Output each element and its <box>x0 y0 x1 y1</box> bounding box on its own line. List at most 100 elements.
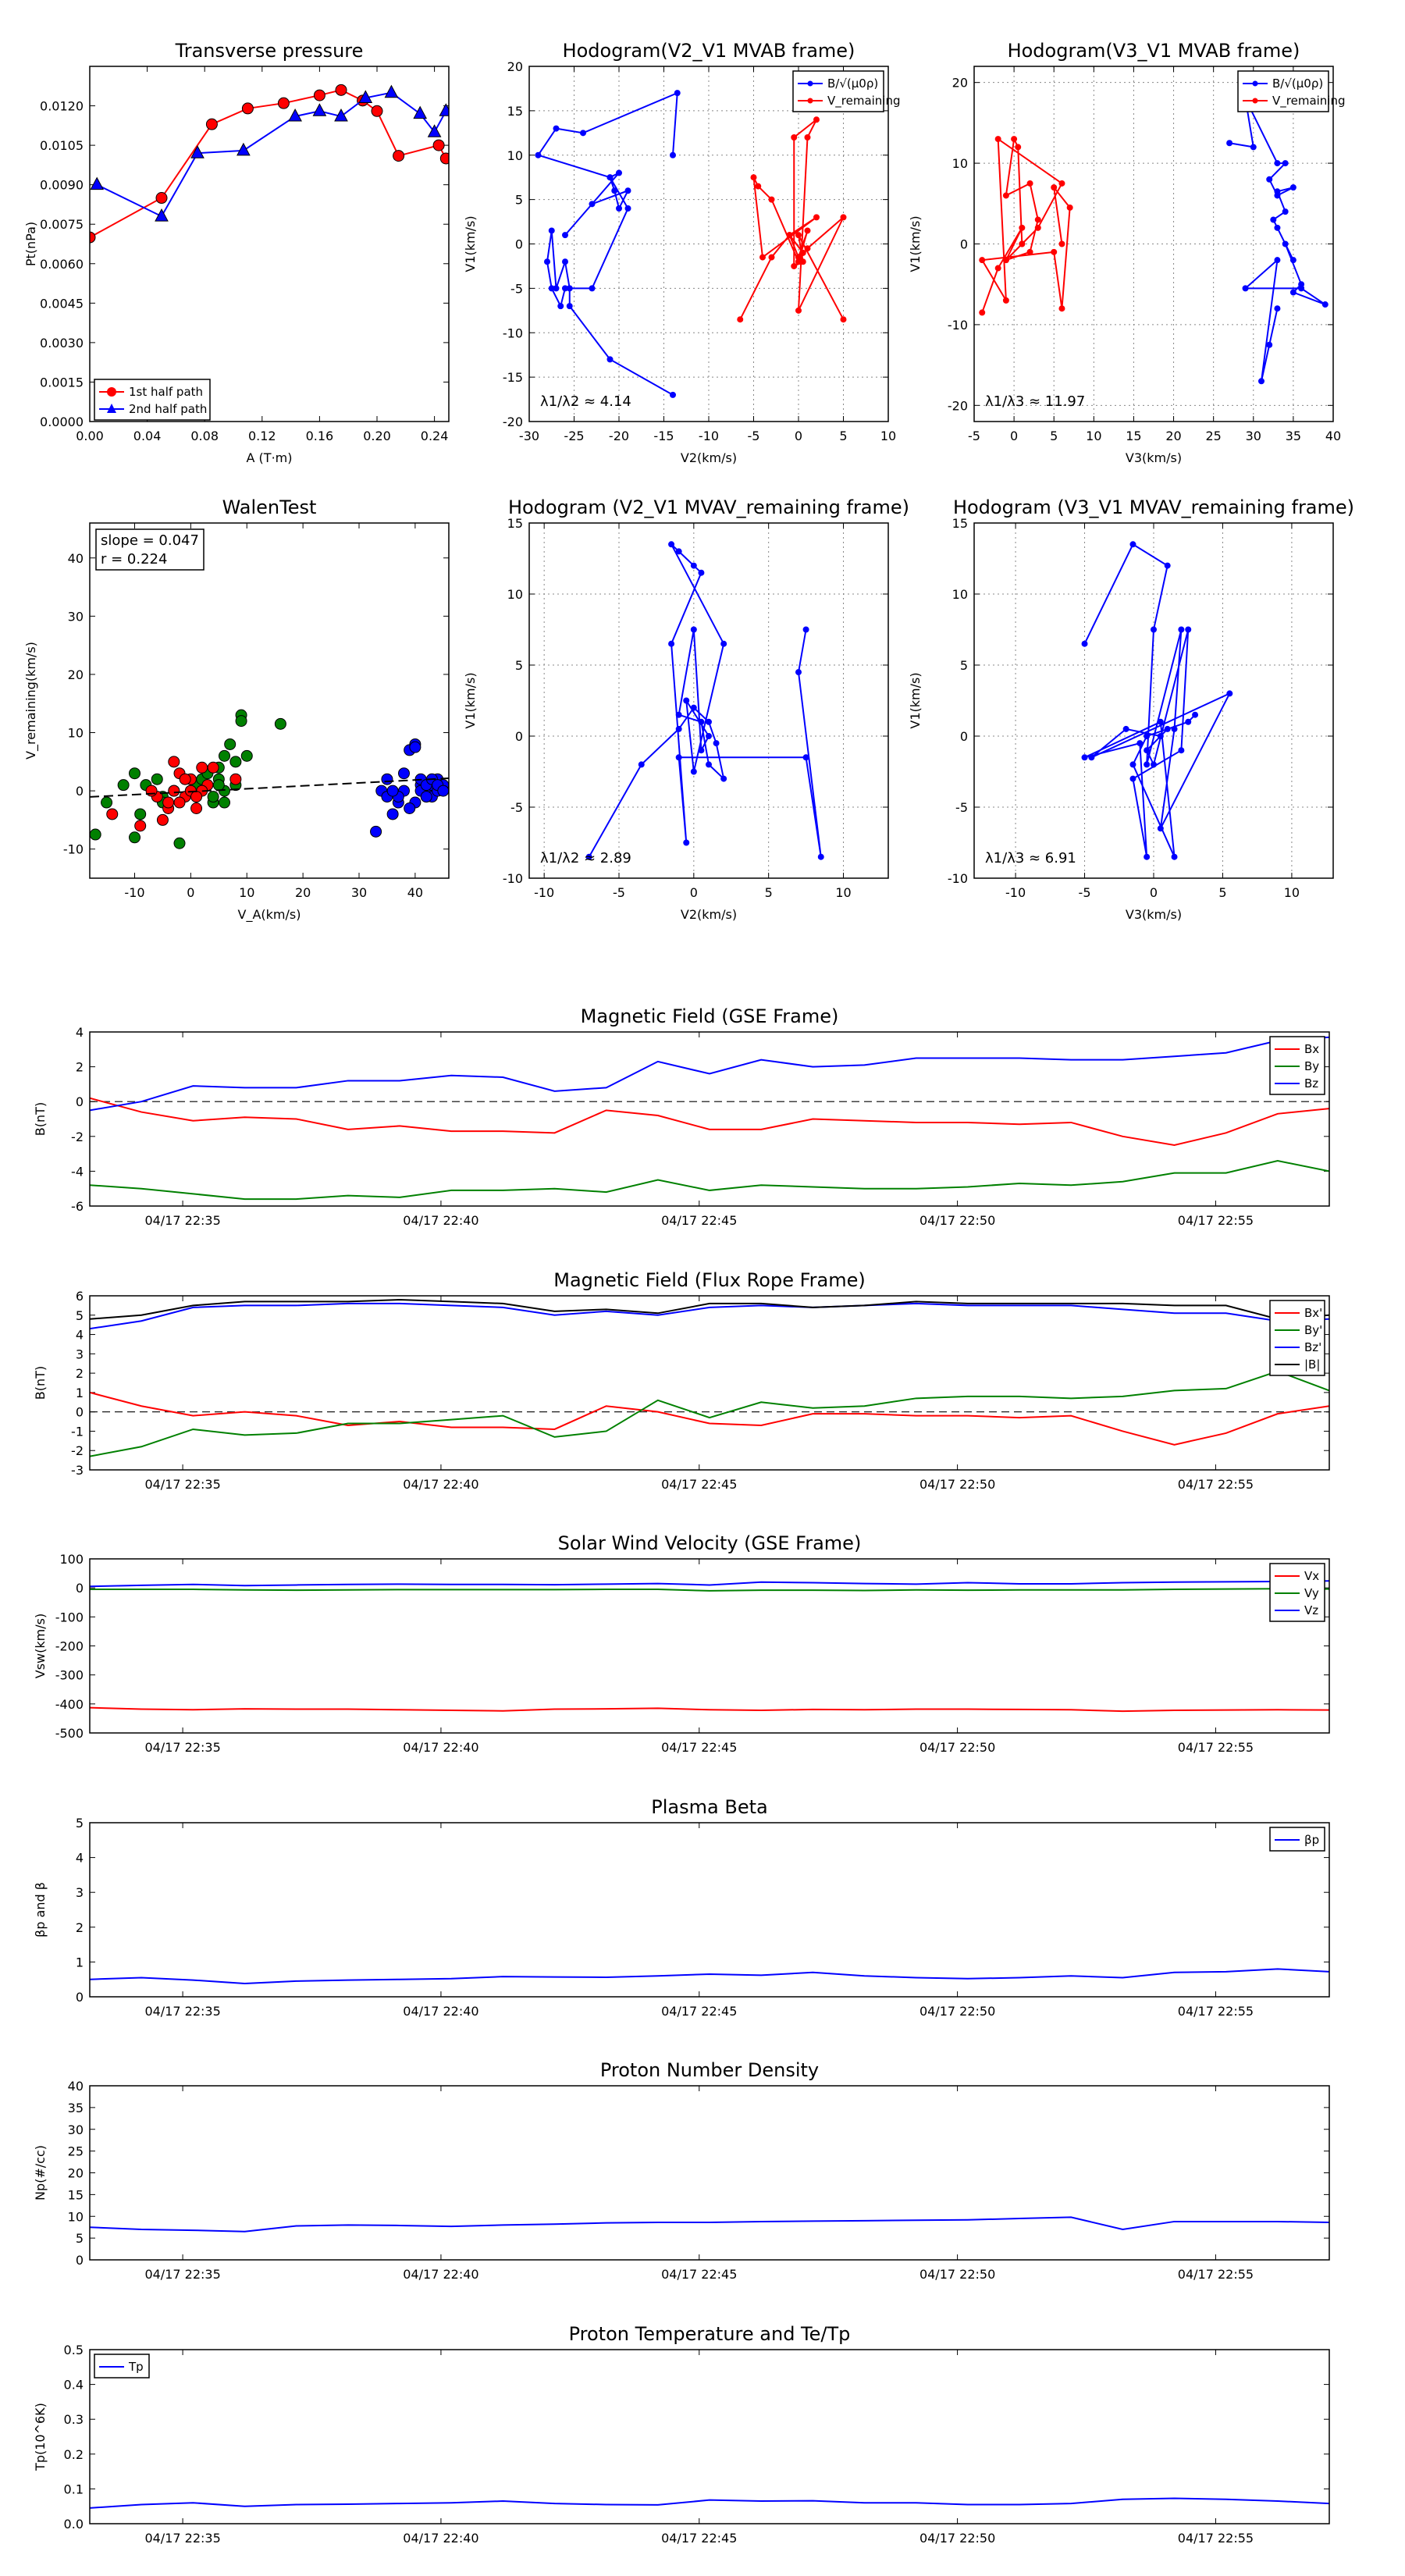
y-tick-label: 1 <box>76 1386 84 1400</box>
legend-label: By <box>1304 1059 1319 1073</box>
x-axis-label: V2(km/s) <box>681 907 737 922</box>
series-line <box>588 543 822 858</box>
legend: βp <box>1269 1827 1325 1852</box>
data-layer <box>535 90 847 398</box>
y-axis-label: V_remaining(km/s) <box>23 642 39 760</box>
y-tick-label: 2 <box>76 1920 84 1935</box>
legend-marker <box>107 387 116 397</box>
y-tick-label: -15 <box>503 370 523 385</box>
legend: 1st half path 2nd half path <box>94 379 211 421</box>
plot-frame <box>528 66 889 422</box>
plot-frame <box>89 522 450 879</box>
data-point <box>616 169 622 176</box>
data-point <box>393 150 405 162</box>
y-tick-label: 0 <box>515 729 523 744</box>
data-point <box>1298 285 1305 292</box>
data-point <box>384 84 399 98</box>
y-tick-label: 0 <box>960 237 968 252</box>
series-V <box>585 541 824 860</box>
data-point <box>1151 626 1157 633</box>
x-tick-label: 40 <box>1325 429 1341 443</box>
y-axis-label: V1(km/s) <box>463 672 478 728</box>
x-axis-label: V3(km/s) <box>1126 450 1182 465</box>
ratio-annotation: λ1/λ3 ≈ 6.91 <box>985 850 1076 866</box>
y-tick-label: 0 <box>76 1094 84 1109</box>
x-tick-label: 04/17 22:35 <box>144 2004 220 2019</box>
y-tick-label: 10 <box>507 587 523 602</box>
data-point <box>1136 740 1144 747</box>
data-point <box>190 802 203 814</box>
y-tick-label: -10 <box>948 318 968 333</box>
data-point <box>553 125 560 132</box>
series-line <box>90 1968 1329 1985</box>
legend-marker <box>1252 80 1258 87</box>
ticks: -10 -5 0 5 10 15 -10 -5 0 5 10 <box>948 516 1333 900</box>
data-point <box>698 569 705 576</box>
panel-hodo2: Hodogram(V3_V1 MVAB frame) -20 -10 0 10 20 -5 0… <box>908 40 1346 465</box>
data-point <box>795 669 802 676</box>
x-tick-label: 0.20 <box>363 429 391 443</box>
series-|B| <box>90 1298 1329 1320</box>
x-tick-label: 5 <box>765 885 773 900</box>
data-point <box>675 754 682 761</box>
x-tick-label: 04/17 22:40 <box>403 1213 478 1228</box>
data-point <box>404 802 416 814</box>
data-point <box>1282 240 1289 247</box>
data-point <box>229 773 242 785</box>
plot-frame <box>89 1295 1330 1471</box>
y-axis-label: Tp(10^6K) <box>33 2403 48 2471</box>
legend: Vx Vy Vz <box>1269 1563 1325 1622</box>
data-point <box>134 808 147 820</box>
y-tick-label: 4 <box>76 1025 84 1040</box>
x-tick-label: -15 <box>653 429 674 443</box>
legend: Tp <box>94 2354 150 2379</box>
data-point <box>439 103 449 116</box>
data-point <box>589 201 596 208</box>
data-point <box>1011 136 1018 143</box>
series-V_remaining <box>737 116 847 323</box>
series-By <box>90 1159 1329 1201</box>
data-point <box>313 89 325 101</box>
y-tick-label: 15 <box>507 104 523 119</box>
series-line <box>90 2216 1329 2233</box>
y-tick-label: 0.0030 <box>40 336 84 350</box>
data-point <box>562 232 568 239</box>
data-point <box>1185 626 1192 633</box>
x-tick-label: -25 <box>564 429 584 443</box>
chart-title: WalenTest <box>222 496 317 518</box>
data-point <box>1002 192 1009 199</box>
data-point <box>566 285 573 292</box>
data-point <box>371 105 383 117</box>
data-point <box>804 245 811 252</box>
y-tick-label: -500 <box>55 1726 84 1741</box>
x-tick-label: 04/17 22:40 <box>403 1477 478 1492</box>
data-point <box>840 214 847 221</box>
data-point <box>690 626 697 633</box>
y-tick-label: 0.0 <box>64 2517 84 2532</box>
data-point <box>813 214 820 221</box>
y-tick-label: 0.4 <box>64 2378 84 2393</box>
chart-title: Solar Wind Velocity (GSE Frame) <box>558 1532 862 1554</box>
data-point <box>670 151 676 158</box>
y-tick-label: -300 <box>55 1668 84 1683</box>
stats-line: r = 0.224 <box>101 551 167 568</box>
data-point <box>420 791 432 803</box>
y-tick-label: 20 <box>68 2166 84 2181</box>
data-point <box>1282 160 1289 167</box>
legend-label: B/√(μ0ρ) <box>1272 76 1323 91</box>
data-point <box>668 541 675 548</box>
x-tick-label: 0 <box>690 885 698 900</box>
data-point <box>207 761 219 774</box>
legend-label: Bz <box>1304 1076 1318 1091</box>
series-Tp <box>90 2497 1329 2509</box>
data-point <box>750 174 757 181</box>
data-point <box>994 136 1001 143</box>
data-point <box>611 187 618 194</box>
data-point <box>439 152 449 165</box>
series-line <box>90 1588 1329 1592</box>
x-tick-label: 04/17 22:35 <box>144 1740 220 1755</box>
data-point <box>616 205 622 212</box>
y-tick-label: 5 <box>76 1308 84 1323</box>
data-point <box>737 316 744 323</box>
x-tick-label: 5 <box>1050 429 1058 443</box>
